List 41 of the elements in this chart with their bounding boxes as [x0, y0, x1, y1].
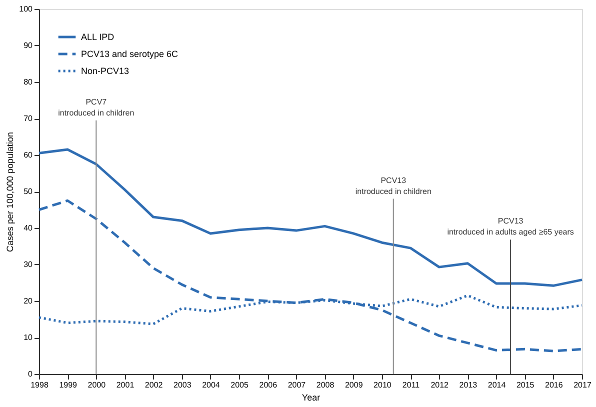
y-tick-label: 60 [24, 150, 34, 160]
x-tick-label: 2006 [259, 380, 278, 390]
y-tick-label: 90 [24, 41, 34, 50]
x-tick-label: 2014 [488, 380, 506, 390]
x-axis-title: Year [302, 392, 320, 402]
y-tick-label: 80 [24, 78, 34, 86]
y-tick-label: 50 [24, 187, 34, 196]
y-tick-label: 70 [24, 114, 34, 123]
x-tick-label: 2010 [374, 380, 392, 390]
y-axis-title: Cases per 100,000 population [5, 132, 16, 252]
x-tick-label: 2008 [316, 380, 335, 390]
ref-line-label: PCV13 introduced in children [355, 176, 432, 196]
y-tick-label: 0 [28, 370, 34, 378]
legend-label: ALL IPD [81, 32, 115, 42]
ref-line-label: PCV7 introduced in children [58, 97, 134, 118]
x-tick-label: 2002 [144, 380, 164, 390]
x-tick-label: 2012 [430, 380, 450, 390]
x-tick-label: 2005 [230, 380, 249, 390]
line-series [38, 148, 584, 287]
x-tick-label: 2009 [344, 380, 364, 390]
x-tick-label: 1999 [59, 380, 78, 390]
x-tick-label: 2011 [402, 380, 420, 390]
x-tick-label: 2000 [88, 380, 106, 390]
legend-label: PCV13 and serotype 6C [81, 49, 179, 59]
x-tick-label: 1998 [30, 380, 49, 390]
x-tick-label: 2017 [574, 380, 592, 390]
x-tick-label: 2004 [202, 380, 220, 390]
legend-label: Non-PCV13 [81, 66, 130, 76]
y-tick-label: 40 [24, 224, 34, 232]
x-tick-label: 2003 [173, 380, 192, 390]
y-tick-label: 20 [24, 296, 34, 306]
ref-line-label: PCV13 introduced in adults aged ≥65 years [447, 216, 574, 237]
x-tick-label: 2001 [116, 380, 135, 390]
y-tick-label: 100 [19, 4, 34, 14]
line-series [38, 199, 584, 352]
x-tick-label: 2007 [288, 380, 306, 390]
x-tick-label: 2016 [545, 380, 564, 390]
y-tick-label: 30 [24, 260, 34, 269]
x-tick-label: 2013 [459, 380, 478, 390]
y-tick-label: 10 [24, 333, 34, 342]
x-tick-label: 2015 [516, 380, 535, 390]
